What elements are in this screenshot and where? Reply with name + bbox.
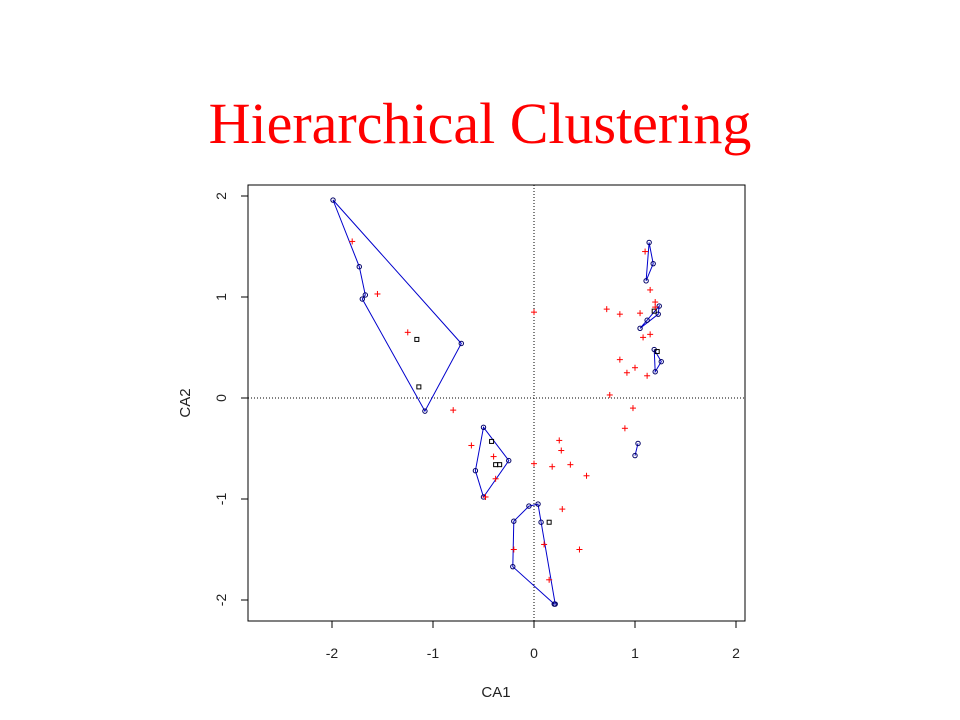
hull-vertex-point xyxy=(510,563,516,570)
data-point xyxy=(468,442,475,449)
data-point xyxy=(450,407,457,414)
data-point xyxy=(652,304,659,311)
data-point xyxy=(558,447,565,454)
data-point xyxy=(559,506,566,513)
x-tick-label: -1 xyxy=(427,645,440,661)
y-axis-label: CA2 xyxy=(177,388,194,417)
data-points xyxy=(349,238,659,583)
x-tick-label: 0 xyxy=(530,645,538,661)
data-point xyxy=(642,248,649,255)
hull-vertex-point xyxy=(658,358,664,365)
data-point xyxy=(640,334,647,341)
cluster-member-point xyxy=(651,308,657,314)
cluster-member-point xyxy=(416,384,422,390)
x-tick-label: 1 xyxy=(631,645,639,661)
data-point xyxy=(583,472,590,479)
x-axis: -2 -1 0 1 2 xyxy=(326,621,740,661)
data-point xyxy=(652,299,659,306)
data-point xyxy=(606,391,613,398)
data-point xyxy=(510,546,517,553)
cluster-hull xyxy=(634,443,639,456)
hull-vertex-point xyxy=(359,296,365,302)
data-point xyxy=(546,576,553,583)
hull-vertex-point xyxy=(655,311,661,317)
hull-vertex-point xyxy=(635,440,641,447)
cluster-hull xyxy=(332,199,462,413)
hull-vertex-point xyxy=(656,303,662,309)
hull-vertex-point xyxy=(356,264,362,270)
cluster-member-point xyxy=(489,438,495,444)
cluster-hulls xyxy=(330,197,664,607)
hull-vertex-point xyxy=(330,197,336,203)
data-point xyxy=(531,309,537,316)
hull-vertex-point xyxy=(643,278,649,284)
cluster-member-point xyxy=(654,349,660,355)
data-point xyxy=(637,310,644,317)
data-point xyxy=(647,286,654,293)
cluster-hull xyxy=(645,242,654,281)
reference-lines xyxy=(248,185,745,621)
data-point xyxy=(616,311,623,318)
hull-vertex-point xyxy=(511,518,517,524)
cluster-hull xyxy=(512,503,556,605)
cluster-member-point xyxy=(546,519,552,525)
data-point xyxy=(531,460,537,467)
hull-vertex-point xyxy=(637,325,643,332)
x-tick-label: 2 xyxy=(732,645,740,661)
data-point xyxy=(567,461,574,468)
hull-vertex-point xyxy=(362,292,369,298)
data-point xyxy=(482,493,489,500)
data-point xyxy=(349,238,356,245)
data-point xyxy=(616,356,623,363)
data-point xyxy=(541,541,548,548)
cluster-member-point xyxy=(493,462,499,468)
y-tick-label: -1 xyxy=(213,493,229,506)
y-tick-label: 2 xyxy=(213,192,229,200)
hull-vertex-point xyxy=(480,424,487,430)
data-point xyxy=(644,372,651,379)
y-tick-label: 1 xyxy=(213,293,229,301)
hull-vertex-point xyxy=(472,468,479,474)
y-axis: -2 -1 0 1 2 xyxy=(213,192,248,606)
data-point xyxy=(632,364,638,371)
cluster-hull xyxy=(653,349,662,374)
cluster-hull xyxy=(474,426,510,499)
data-point xyxy=(549,463,556,470)
hull-vertex-point xyxy=(458,340,464,347)
data-point xyxy=(404,329,411,336)
hull-vertex-point xyxy=(652,369,658,375)
hull-vertex-point xyxy=(632,452,638,459)
data-point xyxy=(556,437,563,444)
data-point xyxy=(490,453,497,460)
hull-vertex-point xyxy=(422,408,428,414)
y-tick-label: 0 xyxy=(213,394,229,402)
hull-vertex-point xyxy=(551,601,557,607)
x-axis-label: CA1 xyxy=(481,684,510,701)
data-point xyxy=(492,475,499,482)
data-point xyxy=(374,290,381,297)
hull-vertex-point xyxy=(526,503,532,509)
data-point xyxy=(623,369,630,376)
data-point xyxy=(621,425,628,432)
data-point xyxy=(603,306,610,313)
hull-vertex-point xyxy=(644,317,650,323)
x-tick-label: -2 xyxy=(326,645,339,661)
hull-vertex-point xyxy=(538,519,544,525)
data-point xyxy=(576,546,583,553)
hull-vertex-point xyxy=(650,260,656,267)
data-point xyxy=(647,331,654,338)
data-point xyxy=(629,405,636,412)
hull-vertex-point xyxy=(646,239,652,246)
hull-vertex-point xyxy=(535,501,541,507)
hull-vertex-point xyxy=(506,457,512,464)
slide-title: Hierarchical Clustering xyxy=(208,91,752,156)
y-tick-label: -2 xyxy=(213,594,229,607)
cluster-member-point xyxy=(414,336,420,342)
plot-frame xyxy=(247,184,746,622)
cluster-member-point xyxy=(497,462,503,468)
